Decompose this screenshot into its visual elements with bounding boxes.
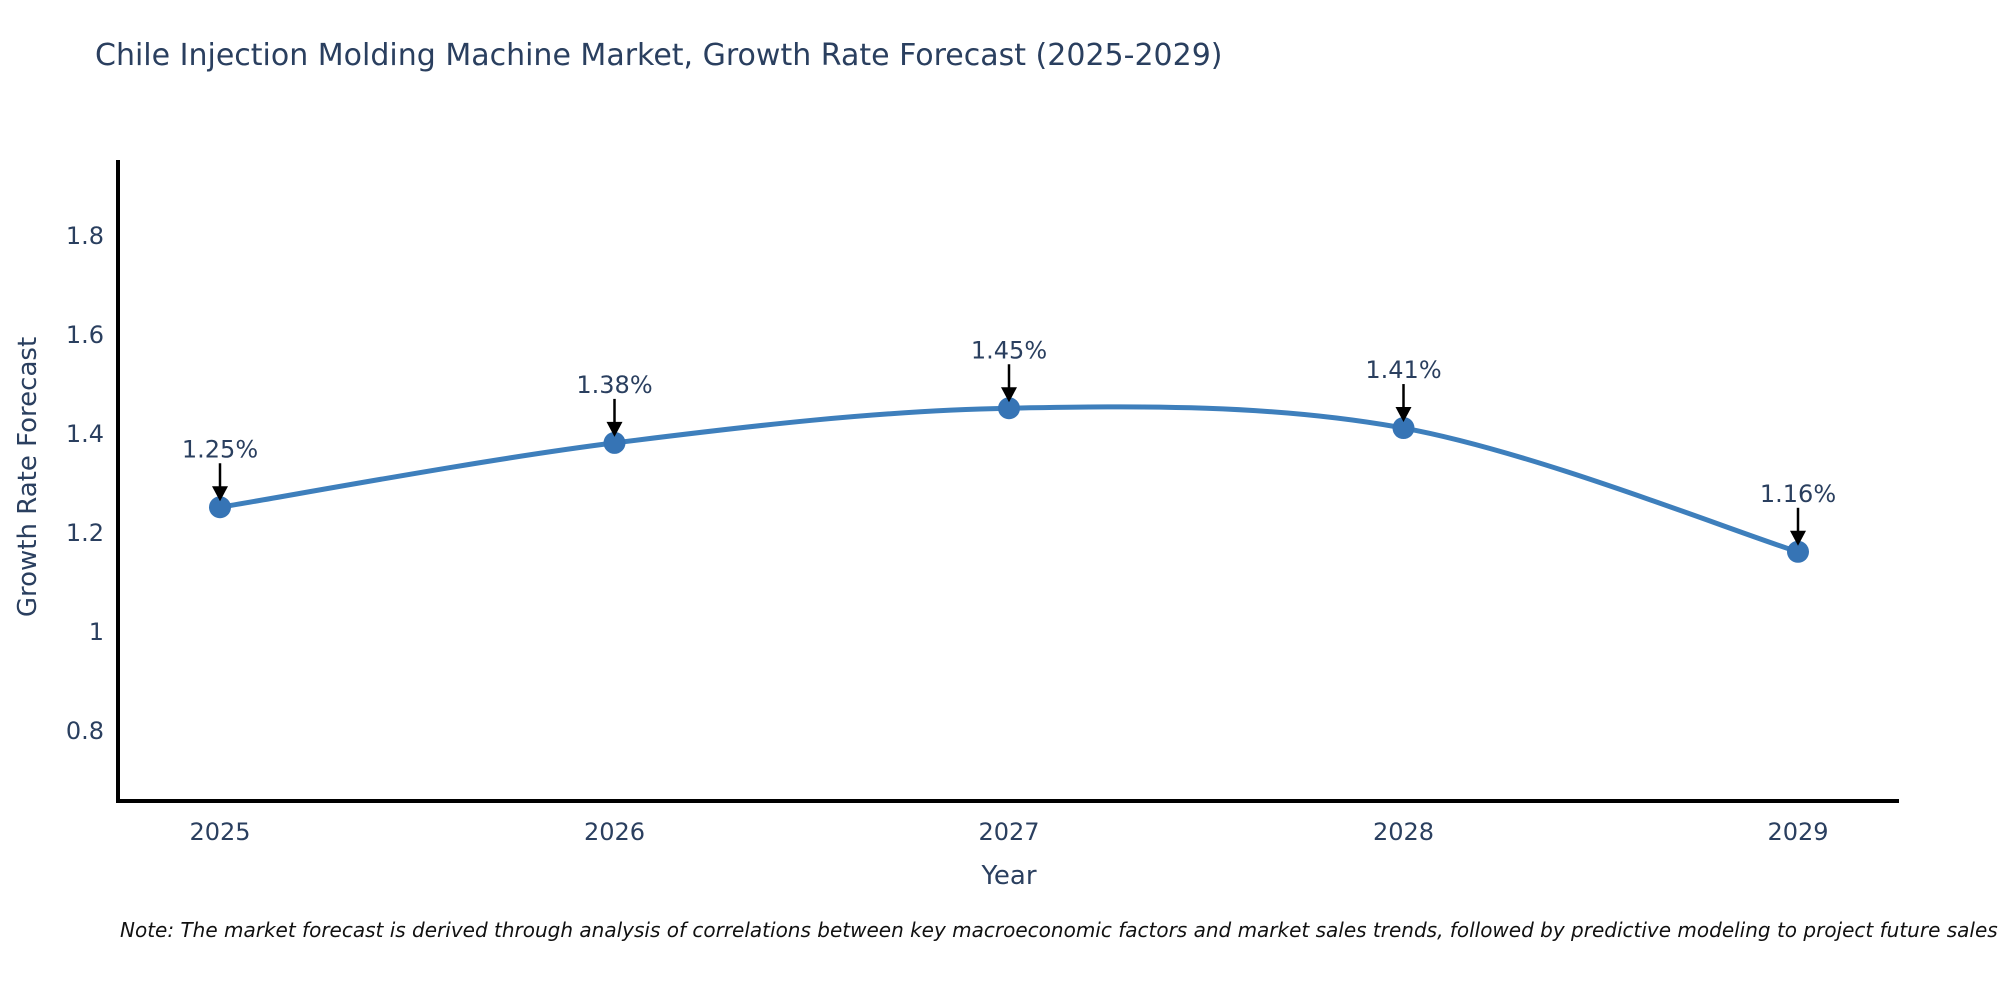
x-tick-label: 2029 xyxy=(1767,818,1828,846)
y-tick-label: 1.8 xyxy=(66,222,104,250)
data-point-label: 1.16% xyxy=(1760,480,1836,508)
y-tick-label: 1.6 xyxy=(66,321,104,349)
annotation-arrow-head xyxy=(212,486,228,502)
data-point-label: 1.25% xyxy=(182,435,258,463)
data-point-marker[interactable] xyxy=(1787,540,1809,563)
annotation-arrow-head xyxy=(1790,530,1806,546)
annotation-arrow-head xyxy=(1001,387,1017,403)
chart-title: Chile Injection Molding Machine Market, … xyxy=(95,38,1223,73)
annotation-arrow-head xyxy=(606,421,623,437)
y-tick-label: 0.8 xyxy=(66,717,104,745)
data-point-label: 1.38% xyxy=(576,371,652,399)
data-point-marker[interactable] xyxy=(998,397,1020,420)
data-point-marker[interactable] xyxy=(1392,417,1415,440)
y-tick-label: 1.2 xyxy=(66,519,104,547)
data-point-marker[interactable] xyxy=(603,431,626,454)
annotation-arrow-head xyxy=(1395,407,1412,423)
data-point-label: 1.41% xyxy=(1365,356,1441,384)
axis-spines xyxy=(116,160,1899,803)
x-axis-title: Year xyxy=(981,861,1037,891)
x-tick-label: 2026 xyxy=(584,818,645,846)
y-tick-label: 1 xyxy=(89,618,104,646)
data-point-marker[interactable] xyxy=(209,496,231,519)
forecast-line xyxy=(219,404,1799,555)
x-tick-label: 2027 xyxy=(978,818,1039,846)
x-tick-label: 2025 xyxy=(189,818,250,846)
data-point-label: 1.45% xyxy=(971,336,1047,364)
footnote-text: Note: The market forecast is derived thr… xyxy=(120,918,1998,942)
y-tick-label: 1.4 xyxy=(66,420,104,448)
x-tick-label: 2028 xyxy=(1373,818,1434,846)
